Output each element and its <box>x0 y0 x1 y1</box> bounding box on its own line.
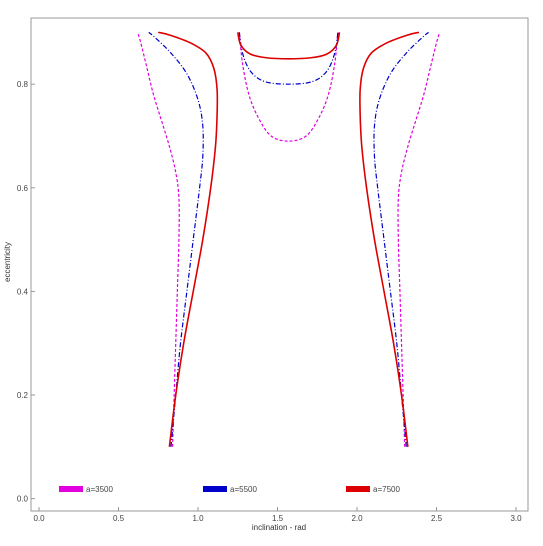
series-line-a=3500-top <box>238 32 339 142</box>
plot-frame <box>30 17 529 512</box>
y-axis-label: eccentricity <box>3 242 12 282</box>
legend: a=3500 a=5500 a=7500 <box>59 485 400 494</box>
legend-item: a=3500 <box>59 485 113 494</box>
series-line-a=7500-left <box>158 31 219 447</box>
series-a=3500 <box>137 32 441 447</box>
y-tick-label: 0.4 <box>17 287 29 296</box>
legend-item: a=7500 <box>346 485 400 494</box>
y-tick-label: 0.2 <box>17 391 29 400</box>
ticks-layer: 0.0 0.5 1.0 1.5 2.0 2.5 3.0 0.0 0.2 0.4 0.6 0.8 <box>17 80 522 523</box>
x-tick-label: 2.5 <box>431 514 443 523</box>
series-a=7500 <box>158 31 420 447</box>
series-line-a=7500-right <box>359 31 420 447</box>
y-tick-label: 0.8 <box>17 80 29 89</box>
legend-label: a=5500 <box>230 485 257 494</box>
y-tick-label: 0.0 <box>17 495 29 504</box>
x-tick-label: 0.0 <box>33 514 45 523</box>
series-line-a=3500-right <box>397 32 441 447</box>
x-tick-label: 3.0 <box>510 514 522 523</box>
x-tick-label: 1.5 <box>272 514 284 523</box>
legend-swatch <box>59 486 83 492</box>
x-tick-label: 0.5 <box>113 514 125 523</box>
series-layer <box>137 31 441 447</box>
series-line-a=5500-right <box>373 31 429 447</box>
x-tick-label: 2.0 <box>351 514 363 523</box>
series-line-a=5500-left <box>148 31 204 447</box>
series-line-a=5500-top <box>238 32 339 85</box>
legend-item: a=5500 <box>203 485 257 494</box>
x-tick-label: 1.0 <box>192 514 204 523</box>
y-tick-label: 0.6 <box>17 184 29 193</box>
series-a=5500 <box>148 31 429 447</box>
series-line-a=7500-top <box>236 32 341 60</box>
legend-swatch <box>346 486 370 492</box>
legend-swatch <box>203 486 227 492</box>
legend-label: a=7500 <box>373 485 400 494</box>
x-axis-label: inclination - rad <box>252 523 306 532</box>
series-line-a=3500-left <box>137 32 180 447</box>
legend-label: a=3500 <box>86 485 113 494</box>
